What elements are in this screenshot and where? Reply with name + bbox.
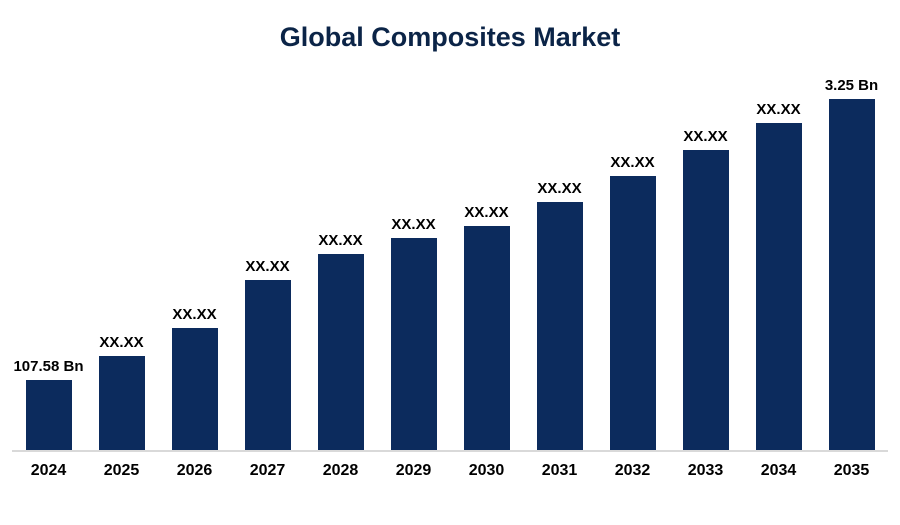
bar-2029 xyxy=(390,238,437,450)
bar-column-2031: XX.XX xyxy=(523,180,596,450)
bar-value-label: XX.XX xyxy=(537,180,582,197)
bar-value-label: XX.XX xyxy=(172,306,217,323)
bar-2033 xyxy=(682,150,729,450)
x-axis-label-2033: 2033 xyxy=(687,462,724,479)
x-axis-label-2024: 2024 xyxy=(30,462,67,479)
bar-value-label: XX.XX xyxy=(99,334,144,351)
bar-2035 xyxy=(828,99,875,450)
bar-chart: 107.58 Bn XX.XX XX.XX XX.XX XX.XX XX.XX XX.XX X… xyxy=(12,67,888,452)
x-axis-label-2028: 2028 xyxy=(322,462,359,479)
bar-value-label: XX.XX xyxy=(318,232,363,249)
bar-value-label: XX.XX xyxy=(756,101,801,118)
bar-column-2027: XX.XX xyxy=(231,258,304,450)
bar-2028 xyxy=(317,254,364,450)
x-axis-label-2030: 2030 xyxy=(468,462,505,479)
bar-value-label: 3.25 Bn xyxy=(824,77,879,94)
bar-value-label: 107.58 Bn xyxy=(13,358,84,375)
bar-value-label: XX.XX xyxy=(683,128,728,145)
bar-column-2028: XX.XX xyxy=(304,232,377,450)
bar-2024 xyxy=(25,380,72,450)
bar-2027 xyxy=(244,280,291,450)
bar-value-label: XX.XX xyxy=(245,258,290,275)
x-axis-label-2031: 2031 xyxy=(541,462,578,479)
bar-column-2025: XX.XX xyxy=(85,334,158,450)
x-axis-label-2029: 2029 xyxy=(395,462,432,479)
x-axis-label-2032: 2032 xyxy=(614,462,651,479)
x-axis-label-2026: 2026 xyxy=(176,462,213,479)
x-axis: 2024 2025 2026 2027 2028 2029 2030 2031 2032 2033… xyxy=(12,452,888,480)
bar-2031 xyxy=(536,202,583,450)
bar-value-label: XX.XX xyxy=(464,204,509,221)
bar-2032 xyxy=(609,176,656,450)
bar-2025 xyxy=(98,356,145,450)
bar-column-2035: 3.25 Bn xyxy=(815,77,888,450)
bar-column-2030: XX.XX xyxy=(450,204,523,450)
bar-2034 xyxy=(755,123,802,450)
x-axis-label-2035: 2035 xyxy=(833,462,870,479)
chart-title: Global Composites Market xyxy=(279,22,621,52)
x-axis-label-2034: 2034 xyxy=(760,462,797,479)
x-axis-label-2025: 2025 xyxy=(103,462,140,479)
bar-column-2033: XX.XX xyxy=(669,128,742,450)
bar-2026 xyxy=(171,328,218,450)
bar-column-2034: XX.XX xyxy=(742,101,815,450)
bar-column-2024: 107.58 Bn xyxy=(12,358,85,450)
bar-column-2032: XX.XX xyxy=(596,154,669,450)
bar-column-2026: XX.XX xyxy=(158,306,231,450)
bar-value-label: XX.XX xyxy=(391,216,436,233)
bar-2030 xyxy=(463,226,510,450)
bar-value-label: XX.XX xyxy=(610,154,655,171)
bar-column-2029: XX.XX xyxy=(377,216,450,450)
x-axis-label-2027: 2027 xyxy=(249,462,286,479)
